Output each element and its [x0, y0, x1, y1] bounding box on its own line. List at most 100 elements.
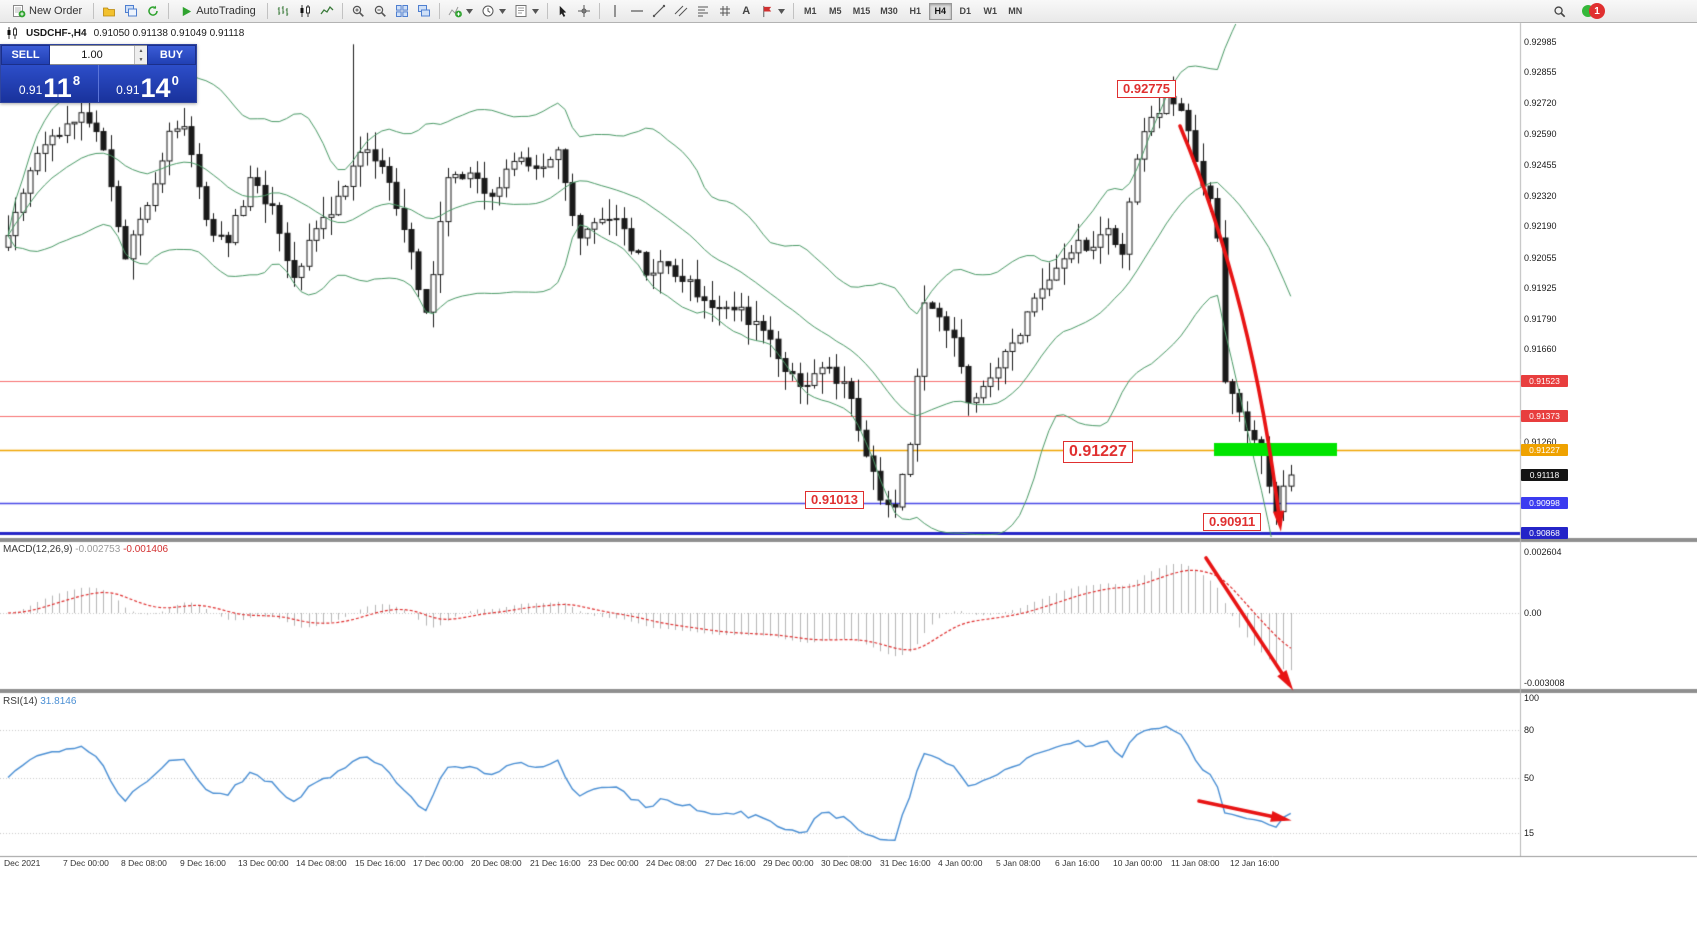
timeframe-h4-button[interactable]: H4 — [928, 2, 952, 20]
timeframe-w1-button[interactable]: W1 — [983, 6, 998, 16]
shapes-button[interactable] — [714, 2, 736, 21]
fibo-icon — [696, 4, 710, 18]
candles-icon — [298, 4, 312, 18]
price-divider — [98, 65, 99, 102]
volume-down-button[interactable]: ▼ — [135, 55, 147, 64]
search-button[interactable] — [1549, 2, 1570, 21]
zoom-in-button[interactable] — [347, 2, 369, 21]
buy-price-button[interactable]: 0.91 14 0 — [99, 65, 196, 102]
fibonacci-button[interactable] — [692, 2, 714, 21]
charts-icon — [124, 4, 138, 18]
dropdown-caret-icon — [531, 8, 539, 14]
toolbar-separator — [546, 3, 548, 19]
new-order-button[interactable]: New Order — [5, 2, 89, 21]
vline-icon — [608, 4, 622, 18]
crosshair-icon — [577, 4, 591, 18]
indicators-icon — [448, 4, 462, 18]
volume-spinner: ▲ ▼ — [134, 46, 147, 64]
channel-icon — [674, 4, 688, 18]
macd-name: MACD(12,26,9) — [3, 544, 73, 555]
volume-field[interactable]: 1.00 ▲ ▼ — [50, 45, 147, 65]
channel-button[interactable] — [670, 2, 692, 21]
tile-windows-button[interactable] — [391, 2, 413, 21]
tile-icon — [395, 4, 409, 18]
cascade-icon — [417, 4, 431, 18]
sell-button[interactable]: SELL — [1, 45, 50, 65]
toolbar-buttons: New Order AutoTrading A — [5, 2, 798, 21]
horizontal-line-button[interactable] — [626, 2, 648, 21]
trade-panel-price-row: 0.91 11 8 0.91 14 0 — [1, 65, 196, 102]
toolbar-separator — [598, 3, 600, 19]
template-icon — [514, 4, 528, 18]
cursor-icon — [556, 5, 569, 18]
toolbar-right: 1 — [1549, 2, 1606, 21]
toolbar-separator — [168, 3, 170, 19]
neworder-icon — [12, 4, 26, 18]
timeframe-m30-button[interactable]: M30 — [880, 6, 898, 16]
toolbar-separator — [266, 3, 268, 19]
candlestick-chart-button[interactable] — [294, 2, 316, 21]
timeframe-m15-button[interactable]: M15 — [852, 6, 871, 16]
trendline-button[interactable] — [648, 2, 670, 21]
new-order-button-label: New Order — [29, 5, 83, 17]
toolbar-separator — [438, 3, 440, 19]
indicators-button[interactable] — [444, 2, 477, 21]
timeframe-m5-button[interactable]: M5 — [828, 6, 842, 16]
charts-button[interactable] — [120, 2, 142, 21]
trade-panel-top-row: SELL 1.00 ▲ ▼ BUY — [1, 45, 196, 65]
buy-price-big: 14 — [140, 72, 171, 103]
line-chart-button[interactable] — [316, 2, 338, 21]
zoom-out-button[interactable] — [369, 2, 391, 21]
buy-button[interactable]: BUY — [147, 45, 196, 65]
macd-signal-value: -0.001406 — [123, 544, 169, 555]
periods-button[interactable] — [477, 2, 510, 21]
sell-price-big: 11 — [43, 72, 72, 103]
bar-chart-button[interactable] — [272, 2, 294, 21]
search-icon — [1553, 5, 1566, 18]
dropdown-caret-icon — [498, 8, 506, 14]
vertical-line-button[interactable] — [604, 2, 626, 21]
chart-header: USDCHF-,H4 0.91050 0.91138 0.91049 0.911… — [5, 26, 244, 40]
timeframe-h1-button[interactable]: H1 — [909, 6, 921, 16]
arrows-button[interactable] — [757, 2, 789, 21]
hline-icon — [630, 4, 644, 18]
cascade-windows-button[interactable] — [413, 2, 435, 21]
timeframe-switcher: M1 M5 M15 M30 H1 H4 D1 W1 MN — [798, 2, 1028, 20]
cursor-button[interactable] — [552, 2, 573, 21]
play-icon — [180, 5, 193, 18]
macd-main-value: -0.002753 — [75, 544, 121, 555]
notification-badge[interactable]: 1 — [1582, 3, 1606, 19]
trend-icon — [652, 4, 666, 18]
line-icon — [320, 4, 334, 18]
profile-button[interactable] — [98, 2, 120, 21]
buy-price-prefix: 0.91 — [116, 83, 140, 97]
timeframe-mn-button[interactable]: MN — [1008, 6, 1023, 16]
crosshair-button[interactable] — [573, 2, 595, 21]
text-button-icon: A — [742, 5, 751, 17]
rsi-name: RSI(14) — [3, 696, 38, 707]
autotrading-button[interactable]: AutoTrading — [173, 2, 263, 21]
toolbar-separator — [792, 3, 794, 19]
one-click-trading-panel: SELL 1.00 ▲ ▼ BUY 0.91 11 8 0.91 14 0 — [0, 44, 197, 103]
sell-price-sup: 8 — [72, 73, 81, 88]
bars-icon — [276, 4, 290, 18]
sell-price-button[interactable]: 0.91 11 8 — [1, 65, 98, 102]
dropdown-caret-icon — [465, 8, 473, 14]
toolbar-separator — [93, 3, 95, 19]
timeframe-m1-button[interactable]: M1 — [803, 6, 817, 16]
sell-price-prefix: 0.91 — [18, 83, 43, 97]
text-button[interactable]: A — [736, 2, 757, 21]
templates-button[interactable] — [510, 2, 543, 21]
grid-icon — [718, 4, 732, 18]
volume-value: 1.00 — [81, 49, 103, 61]
ohlc-values: 0.91050 0.91138 0.91049 0.91118 — [93, 27, 245, 39]
timeframe-d1-button[interactable]: D1 — [959, 6, 971, 16]
refresh-button[interactable] — [142, 2, 164, 21]
rsi-value: 31.8146 — [40, 696, 77, 707]
symbol-period-label: USDCHF-,H4 — [26, 27, 87, 39]
volume-up-button[interactable]: ▲ — [135, 46, 147, 55]
toolbar: New Order AutoTrading A M1 M5 M15 M30 H1 H4 D1 W1… — [0, 0, 1697, 23]
refresh-icon — [146, 4, 160, 18]
